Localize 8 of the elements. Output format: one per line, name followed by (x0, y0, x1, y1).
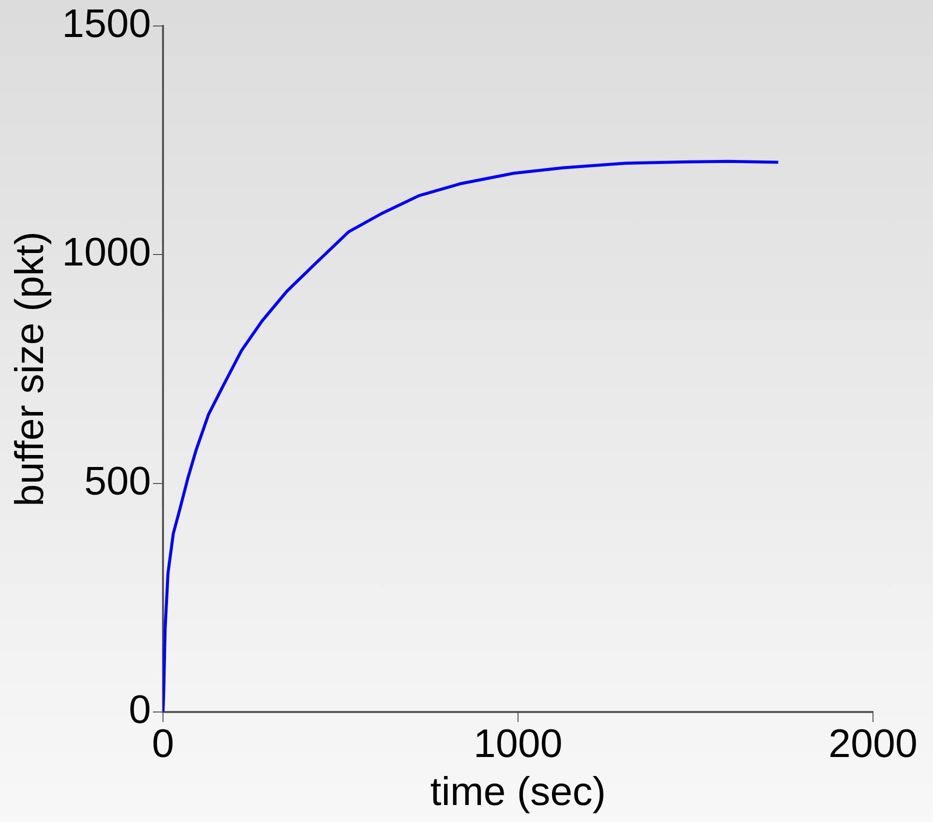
x-axis-title: time (sec) (430, 770, 606, 814)
y-tick-label: 1500 (62, 2, 151, 46)
x-tick-label: 1000 (474, 722, 562, 766)
y-tick-label: 1000 (62, 230, 151, 275)
y-axis-title: buffer size (pkt) (8, 232, 52, 506)
y-tick-label: 500 (84, 459, 151, 504)
x-tick-label: 2000 (828, 722, 918, 766)
y-tick-label: 0 (128, 688, 151, 732)
